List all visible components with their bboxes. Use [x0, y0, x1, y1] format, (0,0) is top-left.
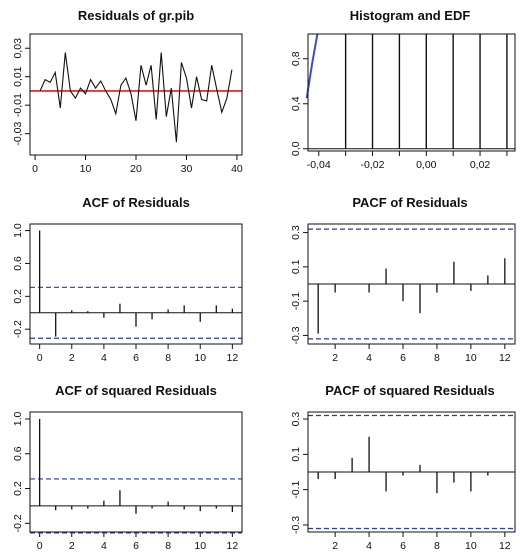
x-tick-label: 4: [366, 352, 372, 364]
x-tick-label: 10: [465, 540, 477, 552]
x-tick-label: 12: [227, 352, 239, 364]
chart-title: Residuals of gr.pib: [78, 8, 194, 23]
chart-title: ACF of Residuals: [82, 195, 190, 210]
plot-frame: [307, 411, 516, 533]
y-tick-label: 0.1: [290, 259, 302, 274]
x-tick-label: 12: [499, 352, 511, 364]
x-tick-label: 2: [69, 352, 75, 364]
y-tick-label: 0,8: [290, 51, 302, 66]
y-tick-label: -0.3: [290, 516, 302, 534]
x-tick-label: 6: [133, 540, 139, 552]
x-tick-label: 20: [130, 163, 142, 175]
y-tick-label: -0.3: [290, 326, 302, 344]
y-tick-label: 0.1: [290, 447, 302, 462]
plot-frame: [29, 33, 243, 156]
x-tick-label: 12: [499, 540, 511, 552]
x-tick-label: 10: [465, 352, 477, 364]
y-tick-label: 1.0: [12, 223, 24, 238]
residual-series-line: [39, 52, 233, 143]
x-tick-label: -0,02: [361, 159, 385, 171]
x-tick-label: 0: [37, 352, 43, 364]
y-tick-label: 0.3: [290, 225, 302, 240]
x-tick-label: 0: [32, 163, 38, 175]
x-tick-label: 40: [231, 163, 243, 175]
chart-title: PACF of squared Residuals: [325, 383, 495, 398]
chart-title: Histogram and EDF: [350, 8, 471, 23]
x-tick-label: 30: [181, 163, 193, 175]
x-tick-label: 8: [165, 352, 171, 364]
y-tick-label: -0,03: [12, 122, 24, 146]
y-tick-label: -0.2: [12, 320, 24, 338]
x-tick-label: 6: [400, 540, 406, 552]
chart-title: ACF of squared Residuals: [55, 383, 217, 398]
plot-frame: [307, 223, 516, 345]
x-tick-label: 10: [194, 352, 206, 364]
y-tick-label: 1.0: [12, 412, 24, 427]
plot-frame: [307, 33, 516, 152]
x-tick-label: 6: [133, 352, 139, 364]
x-tick-label: 2: [69, 540, 75, 552]
chart-title: PACF of Residuals: [352, 195, 467, 210]
y-tick-label: 0,4: [290, 96, 302, 111]
panel-acf_resid: ACF of Residuals -0.2 0.2 0.6 1.0 0 2 4 6 8 10 12: [12, 195, 243, 364]
x-tick-label: 2: [332, 352, 338, 364]
y-tick-label: 0,03: [12, 38, 24, 59]
panel-residuals: Residuals of gr.pib -0,03 -0,01 0,01 0,03 0 10…: [12, 8, 243, 175]
panel-pacf_resid: PACF of Residuals -0.3 -0.1 0.1 0.3 2 4 6 8 10 12: [290, 195, 516, 364]
y-tick-label: 0.2: [12, 481, 24, 496]
y-tick-label: -0,01: [12, 93, 24, 117]
plot-frame: [29, 223, 243, 345]
x-tick-label: 6: [400, 352, 406, 364]
x-tick-label: 12: [227, 540, 239, 552]
y-tick-label: 0.6: [12, 256, 24, 271]
x-tick-label: 4: [101, 352, 107, 364]
y-tick-label: 0,01: [12, 66, 24, 87]
y-tick-label: -0.1: [290, 480, 302, 498]
y-tick-label: -0.1: [290, 292, 302, 310]
x-tick-label: 8: [434, 540, 440, 552]
x-tick-label: -0,04: [307, 159, 331, 171]
x-tick-label: 0: [37, 540, 43, 552]
y-tick-label: 0.6: [12, 446, 24, 461]
panel-histogram: Histogram and EDF 0,0 0,4 0,8 -0,04 -0,02 0,00…: [290, 8, 516, 171]
x-tick-label: 0,00: [416, 159, 437, 171]
x-tick-label: 10: [80, 163, 92, 175]
x-tick-label: 4: [366, 540, 372, 552]
x-tick-label: 4: [101, 540, 107, 552]
plot-frame: [29, 411, 243, 533]
x-tick-label: 10: [194, 540, 206, 552]
y-tick-label: -0.2: [12, 514, 24, 532]
y-tick-label: 0.3: [290, 412, 302, 427]
y-tick-label: 0,0: [290, 141, 302, 156]
panel-pacf_sq: PACF of squared Residuals -0.3 -0.1 0.1 0.3 2…: [290, 383, 516, 552]
panel-acf_sq: ACF of squared Residuals -0.2 0.2 0.6 1.0 0 2 4…: [12, 383, 243, 552]
x-tick-label: 8: [165, 540, 171, 552]
x-tick-label: 8: [434, 352, 440, 364]
y-tick-label: 0.2: [12, 289, 24, 304]
x-tick-label: 0,02: [470, 159, 491, 171]
x-tick-label: 2: [332, 540, 338, 552]
